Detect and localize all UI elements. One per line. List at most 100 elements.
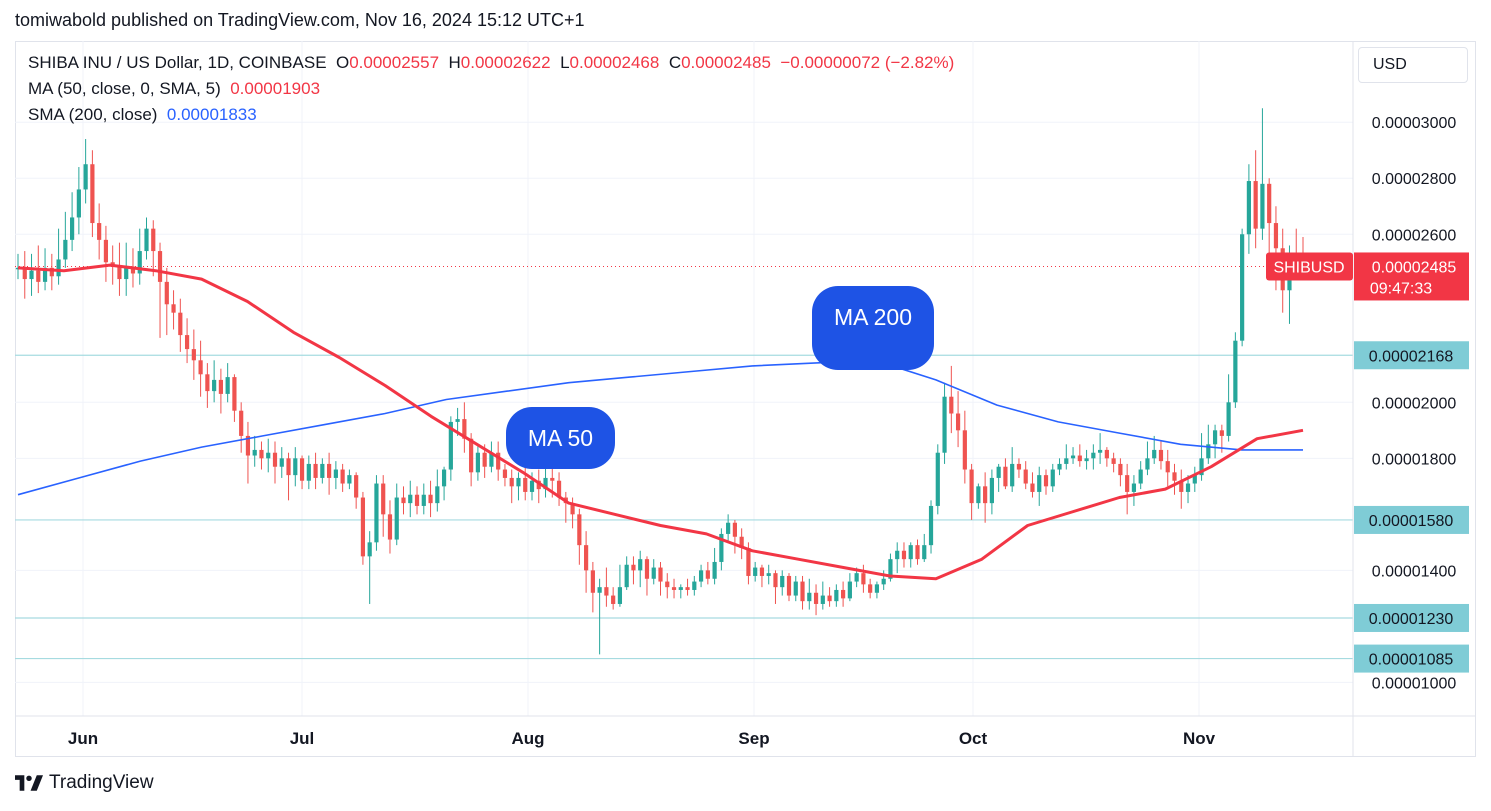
price-tags: 0.00002168 0.00001580 0.00001230 0.00001085… [1266,252,1469,673]
x-tick-label: Sep [738,729,769,748]
legend-ma-label: MA (50, close, 0, SMA, 5) [28,79,221,98]
candle-body [989,477,994,504]
candle-body [22,267,27,280]
candle-body [631,564,636,571]
candle-body [955,413,961,431]
time-axis: Jun Jul Aug Sep Oct Nov [68,729,1216,748]
horizontal-levels [15,265,1353,660]
candle-body [489,452,494,467]
chart-frame [15,41,1476,757]
candle-body [272,452,278,467]
candle-body [746,547,751,576]
candle-body [70,217,75,240]
candle-body [42,267,48,282]
candle-body [908,545,913,560]
candle-body [1016,463,1022,470]
candle-body [259,449,264,459]
candle-body [1138,469,1143,484]
candle-body [1043,475,1049,487]
candle-body [685,587,690,590]
candle-body [1010,463,1015,487]
candle-body [286,458,291,476]
candle-body [245,435,251,456]
candle-body [962,430,967,470]
legend-c-label: C [668,53,682,72]
candle-body [1267,183,1272,224]
legend-sma-row[interactable]: SMA (200, close) 0.00001833 [28,105,257,125]
candle-body [1246,181,1251,235]
candle-body [1165,461,1170,473]
annotation-label: MA 50 [528,425,593,451]
candle-body [441,469,447,487]
candle-body [759,567,765,576]
candle-body [786,575,792,596]
candle-body [651,567,656,579]
candle-body [509,477,514,487]
candle-body [719,533,724,562]
candle-body [63,239,68,260]
candle-body [665,581,670,588]
candle-body [36,270,41,282]
candle-body [658,567,663,582]
candle-body [428,494,433,504]
candle-body [888,559,893,579]
candle-body [1273,223,1279,249]
candle-body [56,259,61,277]
candle-body [1240,234,1245,341]
candle-body [110,262,115,266]
candle-body [414,494,420,506]
candle-body [996,466,1001,478]
legend-high-value: 0.00002622 [460,53,551,72]
countdown-label: 09:47:33 [1370,280,1432,297]
candle-body [164,281,169,305]
legend-o-label: O [335,53,350,72]
candle-body [854,573,859,582]
candle-body [1206,444,1211,459]
candle-body [333,469,338,478]
y-tick-label: 0.00001000 [1372,675,1457,692]
candle-body [901,550,907,560]
candle-body [435,486,440,504]
annotation-label: MA 200 [834,304,912,330]
candle-body [1219,430,1224,436]
candlestick-series [15,108,1306,655]
legend-ma-row[interactable]: MA (50, close, 0, SMA, 5) 0.00001903 [28,79,320,99]
candle-body [137,251,142,274]
candle-body [151,228,156,252]
candle-body [617,587,623,604]
y-tick-label: 0.00003000 [1372,115,1457,132]
legend-ohlc-row: SHIBA INU / US Dollar, 1D, COINBASE O0.0… [28,53,954,73]
candle-body [1145,458,1150,470]
candle-body [780,575,785,588]
candle-body [624,564,629,588]
candle-body [1111,458,1116,464]
candle-body [157,251,163,282]
currency-button[interactable]: USD [1358,47,1468,83]
candle-body [983,486,988,504]
candle-body [597,587,602,593]
candle-body [340,469,345,484]
candle-body [387,514,393,540]
candle-body [881,578,886,585]
candle-body [1057,463,1062,470]
candle-body [313,463,318,478]
legend-l-label: L [560,53,570,72]
candle-body [299,458,305,481]
candle-body [1226,402,1231,436]
candle-body [1070,455,1076,459]
candle-body [611,595,616,604]
x-tick-label: Jul [290,729,315,748]
candle-body [496,452,501,470]
candle-body [556,480,562,498]
candle-body [732,522,737,537]
symbol-tag-label: SHIBUSD [1273,259,1344,276]
footer: TradingView [15,772,154,794]
candle-body [103,239,109,263]
candle-body [1037,475,1042,492]
candle-body [293,458,298,476]
candle-body [354,475,359,498]
candle-body [1064,458,1069,464]
candle-body [976,486,981,504]
candle-body [252,449,257,456]
